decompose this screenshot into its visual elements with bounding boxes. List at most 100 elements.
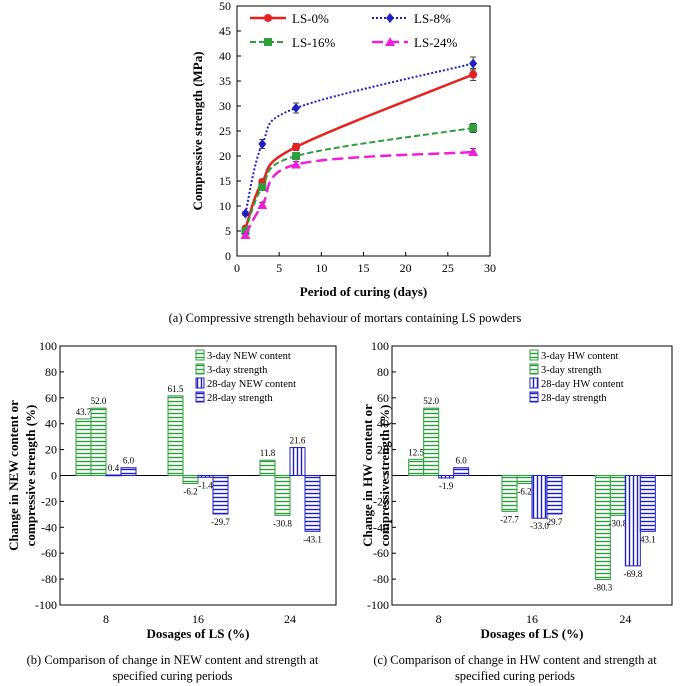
y-tick-label: 50 bbox=[219, 0, 231, 13]
legend: 3-day HW content 3-day strength 28-day HW … bbox=[529, 349, 624, 404]
y-tick-label: -60 bbox=[373, 546, 389, 560]
chart-c-bar: 100 80 60 40 20 0 -20 -40 -60 -80 -100 8 12.5 52.0 -1.… bbox=[360, 339, 673, 641]
data-label: 6.0 bbox=[123, 456, 135, 466]
data-label: 52.0 bbox=[91, 396, 107, 406]
y-tick-label: 40 bbox=[45, 417, 57, 431]
series-LS-8% bbox=[241, 56, 478, 219]
data-label: -43.1 bbox=[303, 534, 322, 544]
y-axis-label-line2: compressive strength (%) bbox=[377, 405, 392, 547]
y-tick-label: 20 bbox=[219, 149, 231, 163]
bar-3-day NEW content bbox=[75, 418, 92, 477]
data-point bbox=[468, 147, 479, 156]
data-label: -80.3 bbox=[593, 582, 612, 592]
y-axis-label: Change in NEW content or compressive stre… bbox=[6, 400, 38, 551]
data-point bbox=[469, 124, 478, 132]
series-line bbox=[244, 73, 474, 229]
y-axis-label: Change in HW content or compressive stren… bbox=[360, 404, 392, 547]
y-tick-label: 20 bbox=[45, 443, 57, 457]
y-tick-label: -20 bbox=[41, 494, 57, 508]
bar-3-day strength bbox=[274, 475, 291, 516]
y-tick-label: -80 bbox=[41, 572, 57, 586]
bar-3-day strength bbox=[423, 407, 440, 476]
data-label: 6.0 bbox=[456, 456, 468, 466]
bar-3-day strength bbox=[516, 475, 533, 485]
y-axis-label-line1: Change in NEW content or bbox=[6, 400, 21, 551]
y-axis-label-line2: compressive strength (%) bbox=[23, 405, 38, 547]
x-tick-label: 20 bbox=[400, 261, 412, 275]
x-tick-label: 8 bbox=[436, 612, 442, 626]
x-axis-label: Dosages of LS (%) bbox=[147, 626, 250, 641]
legend-swatch bbox=[195, 349, 205, 361]
bar-28-day strength bbox=[639, 475, 656, 532]
x-tick-label: 15 bbox=[358, 261, 370, 275]
legend-swatch bbox=[195, 377, 205, 389]
bar-3-day strength bbox=[90, 407, 107, 476]
legend-label: LS-8% bbox=[414, 11, 451, 26]
y-tick-label: -80 bbox=[373, 572, 389, 586]
bar-3-day HW content bbox=[594, 475, 611, 580]
legend-label: 28-day strength bbox=[541, 393, 607, 404]
caption-b-line1: (b) Comparison of change in NEW content … bbox=[26, 653, 319, 667]
data-point bbox=[291, 159, 302, 169]
bar-28-day strength bbox=[546, 475, 563, 515]
data-label: -6.2 bbox=[183, 487, 197, 497]
data-label: -1.9 bbox=[439, 481, 454, 491]
legend-label: 3-day HW content bbox=[541, 351, 618, 362]
legend-marker bbox=[385, 37, 395, 46]
x-tick-label: 30 bbox=[484, 261, 496, 275]
legend-label: LS-0% bbox=[292, 11, 329, 26]
y-tick-label: 30 bbox=[219, 99, 231, 113]
data-label: 61.5 bbox=[168, 384, 184, 394]
data-label: -30.8 bbox=[608, 518, 627, 528]
legend-label: 28-day NEW content bbox=[207, 379, 296, 390]
data-label: -1.4 bbox=[198, 480, 213, 490]
data-point bbox=[258, 139, 267, 149]
bar-3-day strength bbox=[182, 475, 199, 485]
bar-3-day strength bbox=[609, 475, 626, 516]
x-tick-label: 8 bbox=[103, 612, 109, 626]
bar-28-day strength bbox=[453, 467, 470, 477]
legend-swatch bbox=[529, 377, 539, 389]
legend-swatch bbox=[529, 391, 539, 403]
y-tick-label: 25 bbox=[219, 124, 231, 138]
legend-label: 28-day strength bbox=[207, 393, 273, 404]
bar-28-day NEW content bbox=[197, 475, 214, 478]
series-line bbox=[244, 62, 474, 214]
bar-28-day HW content bbox=[531, 475, 548, 519]
caption-c-line2: specified curing periods bbox=[454, 669, 576, 683]
data-label: -33.0 bbox=[530, 521, 549, 531]
x-tick-label: 0 bbox=[234, 261, 240, 275]
legend-swatch bbox=[195, 363, 205, 375]
bar-28-day strength bbox=[212, 475, 229, 515]
y-tick-label: 60 bbox=[377, 391, 389, 405]
y-axis-label: Compressive strength (MPa) bbox=[190, 51, 205, 210]
legend-label: LS-16% bbox=[292, 35, 336, 50]
data-label: 43.7 bbox=[76, 407, 92, 417]
series-LS-24% bbox=[240, 147, 479, 239]
legend-label: 3-day strength bbox=[541, 365, 602, 376]
bar-28-day strength bbox=[120, 467, 137, 477]
x-tick-label: 16 bbox=[526, 612, 538, 626]
data-label: -27.7 bbox=[500, 514, 519, 524]
data-point bbox=[292, 143, 301, 151]
data-label: -6.2 bbox=[517, 487, 531, 497]
caption-c-line1: (c) Comparison of change in HW content a… bbox=[373, 653, 657, 667]
caption-c: (c) Comparison of change in HW content a… bbox=[345, 652, 685, 684]
y-tick-label: 40 bbox=[377, 417, 389, 431]
bar-28-day NEW content bbox=[289, 447, 306, 477]
x-axis-label: Dosages of LS (%) bbox=[481, 626, 584, 641]
data-point bbox=[469, 70, 478, 79]
bar-28-day HW content bbox=[624, 475, 641, 567]
x-axis-label: Period of curing (days) bbox=[300, 284, 427, 299]
data-point bbox=[240, 230, 251, 239]
chart-b-bar: 100 80 60 40 20 0 -20 -40 -60 -80 -100 8 43.752.0 0.4… bbox=[6, 339, 337, 641]
y-tick-label: -60 bbox=[41, 546, 57, 560]
y-tick-label: 60 bbox=[45, 391, 57, 405]
y-tick-label: 100 bbox=[371, 339, 389, 353]
y-tick-label: 80 bbox=[377, 365, 389, 379]
y-tick-label: -20 bbox=[373, 494, 389, 508]
bar-28-day HW content bbox=[438, 475, 455, 479]
x-tick-label: 24 bbox=[284, 612, 296, 626]
x-tick-label: 24 bbox=[619, 612, 631, 626]
